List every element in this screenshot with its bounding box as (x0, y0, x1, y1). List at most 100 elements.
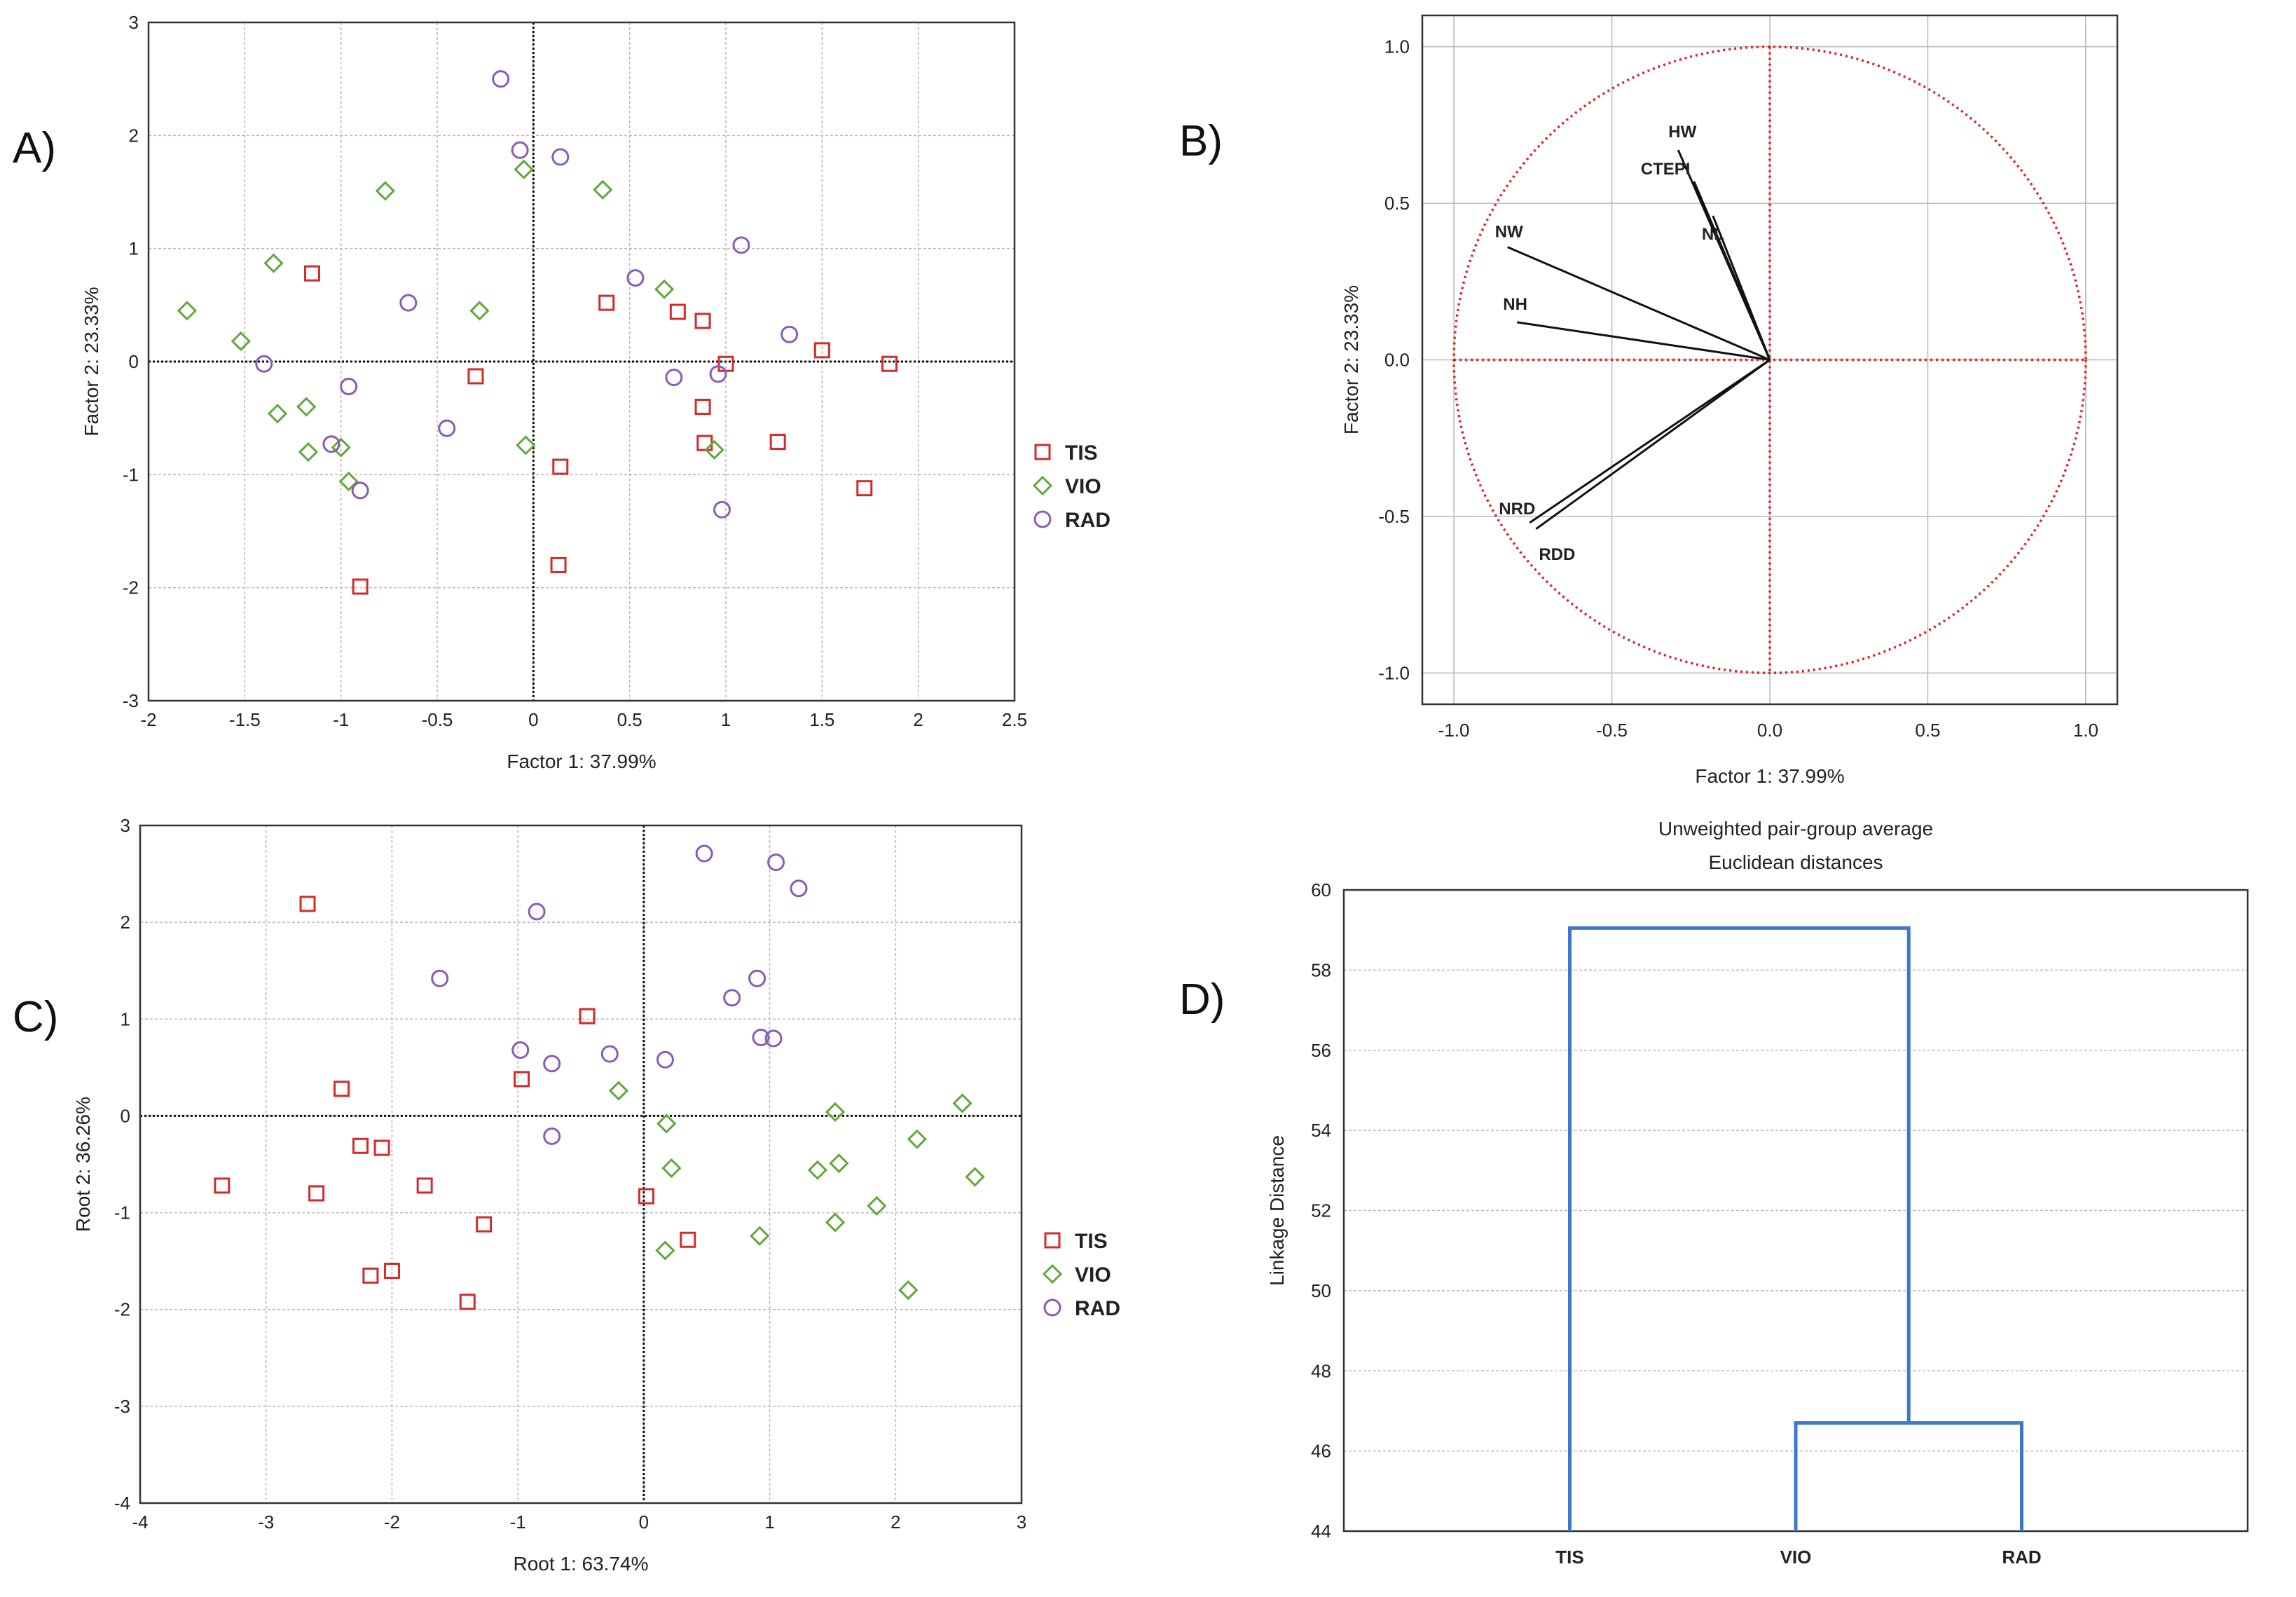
legend-marker-tis (1044, 1232, 1061, 1249)
vector-label-nh: NH (1503, 295, 1527, 314)
y-tick-label: 1 (129, 238, 139, 259)
y-tick-label: 0.0 (1384, 350, 1410, 371)
dendrogram-link-vio-rad (1794, 1421, 2023, 1531)
x-tick-label: 2 (913, 709, 923, 730)
tis-point (669, 303, 686, 320)
tis-point (416, 1177, 433, 1194)
vio-point (593, 179, 613, 200)
tis-point (352, 1137, 369, 1154)
rad-point (492, 70, 510, 88)
rad-point (695, 844, 713, 863)
vector-label-hw: HW (1668, 123, 1696, 142)
legend-marker-vio (1042, 1263, 1063, 1284)
legend-marker-rad (1043, 1298, 1061, 1317)
vector-nrd (1529, 359, 1771, 524)
x-axis-title: Factor 1: 37.99% (507, 750, 656, 772)
vio-point (907, 1129, 927, 1149)
vio-point (965, 1167, 985, 1187)
vector-nl (1712, 215, 1771, 361)
tis-point (373, 1139, 390, 1156)
rad-point (511, 141, 529, 159)
rad-point (511, 1041, 530, 1059)
vio-point (177, 301, 198, 321)
rad-point (781, 325, 799, 343)
rad-point (723, 989, 741, 1007)
legend-label-vio: VIO (1075, 1263, 1111, 1287)
panel-label-a: A) (13, 124, 56, 172)
vio-point (655, 1240, 675, 1261)
y-tick-label: 2 (121, 912, 130, 933)
x-tick-label: -0.5 (1596, 720, 1628, 741)
x-tick-label: 0 (528, 709, 538, 730)
tis-point (856, 480, 873, 497)
vector-label-rdd: RDD (1539, 545, 1575, 564)
vio-point (657, 1113, 677, 1134)
y-tick-label: 50 (1311, 1280, 1331, 1301)
x-tick-label: -4 (132, 1512, 148, 1533)
y-tick-label: 60 (1311, 879, 1331, 900)
y-axis-title: Root 2: 36.26% (72, 1097, 94, 1232)
rad-point (764, 1029, 783, 1048)
vector-rdd (1535, 359, 1771, 530)
vector-nh (1517, 321, 1771, 361)
vio-point (825, 1102, 846, 1123)
y-tick-label: -2 (123, 577, 139, 598)
tis-point (598, 294, 615, 311)
vio-point (608, 1081, 629, 1101)
y-tick-label: 48 (1311, 1360, 1331, 1381)
dendrogram-title: Unweighted pair-group average (1658, 818, 1933, 839)
legend-label-tis: TIS (1065, 441, 1098, 465)
legend-label-tis: TIS (1075, 1230, 1108, 1253)
vio-point (829, 1153, 849, 1174)
vio-point (338, 471, 359, 492)
dendrogram-link-tis-cluster (1568, 926, 1911, 1531)
tis-point (696, 434, 713, 451)
tis-point (514, 1071, 530, 1088)
tis-point (334, 1081, 350, 1097)
panel-b-correlation-circle: -1.0 -0.5 0.0 0.5 1.0 -1.0 -0.5 0.0 0.5 1.0 HW CTEP… (1340, 14, 2119, 787)
y-tick-label: -2 (114, 1299, 130, 1320)
x-tick-label: 1.5 (809, 709, 834, 730)
legend-label-rad: RAD (1065, 509, 1111, 532)
rad-point (255, 355, 273, 373)
x-tick-label: -1 (510, 1512, 526, 1533)
x-tick-label: -1 (333, 709, 349, 730)
x-tick-label: -2 (384, 1512, 400, 1533)
y-tick-label: 44 (1311, 1521, 1331, 1542)
panel-label-b: B) (1179, 117, 1223, 165)
tis-point (299, 896, 316, 912)
leaf-label-rad: RAD (2002, 1547, 2041, 1568)
tis-point (717, 355, 734, 372)
leaf-label-tis: TIS (1555, 1547, 1583, 1568)
panel-d-dendrogram: 44 46 48 50 52 54 56 58 60 Unweighted pair-group … (1266, 818, 2249, 1568)
tis-point (308, 1185, 325, 1202)
y-tick-label: 2 (129, 125, 139, 146)
y-tick-label: 0 (129, 351, 139, 372)
tis-point (813, 342, 830, 359)
rad-point (732, 236, 750, 254)
x-axis-title: Root 1: 63.74% (513, 1553, 648, 1575)
rad-point (600, 1045, 619, 1063)
y-tick-label: 46 (1311, 1441, 1331, 1462)
x-tick-label: -2 (140, 709, 156, 730)
legend-marker-tis (1034, 444, 1051, 460)
vio-point (654, 279, 675, 299)
y-tick-label: 56 (1311, 1040, 1331, 1061)
dendrogram-subtitle: Euclidean distances (1708, 851, 1883, 873)
y-axis-title: Factor 2: 23.33% (1340, 285, 1362, 434)
tis-point (459, 1294, 476, 1310)
x-tick-label: 3 (1017, 1512, 1026, 1533)
plot-frame (147, 21, 1016, 702)
tis-point (352, 578, 369, 595)
y-axis-title: Factor 2: 23.33% (81, 287, 102, 436)
panel-label-d: D) (1179, 975, 1225, 1024)
rad-point (543, 1055, 561, 1073)
panel-label-c: C) (13, 993, 58, 1041)
tis-point (362, 1267, 379, 1284)
x-tick-label: 0.0 (1757, 720, 1782, 741)
x-tick-label: 2.5 (1002, 709, 1027, 730)
panel-c-discriminant-scores: -4 -3 -2 -1 0 1 2 3 -4 -3 -2 -1 0 1 2 3 Root 1: 63.74% Ro… (72, 815, 1120, 1575)
rad-point (790, 879, 808, 898)
rad-point (528, 903, 546, 921)
